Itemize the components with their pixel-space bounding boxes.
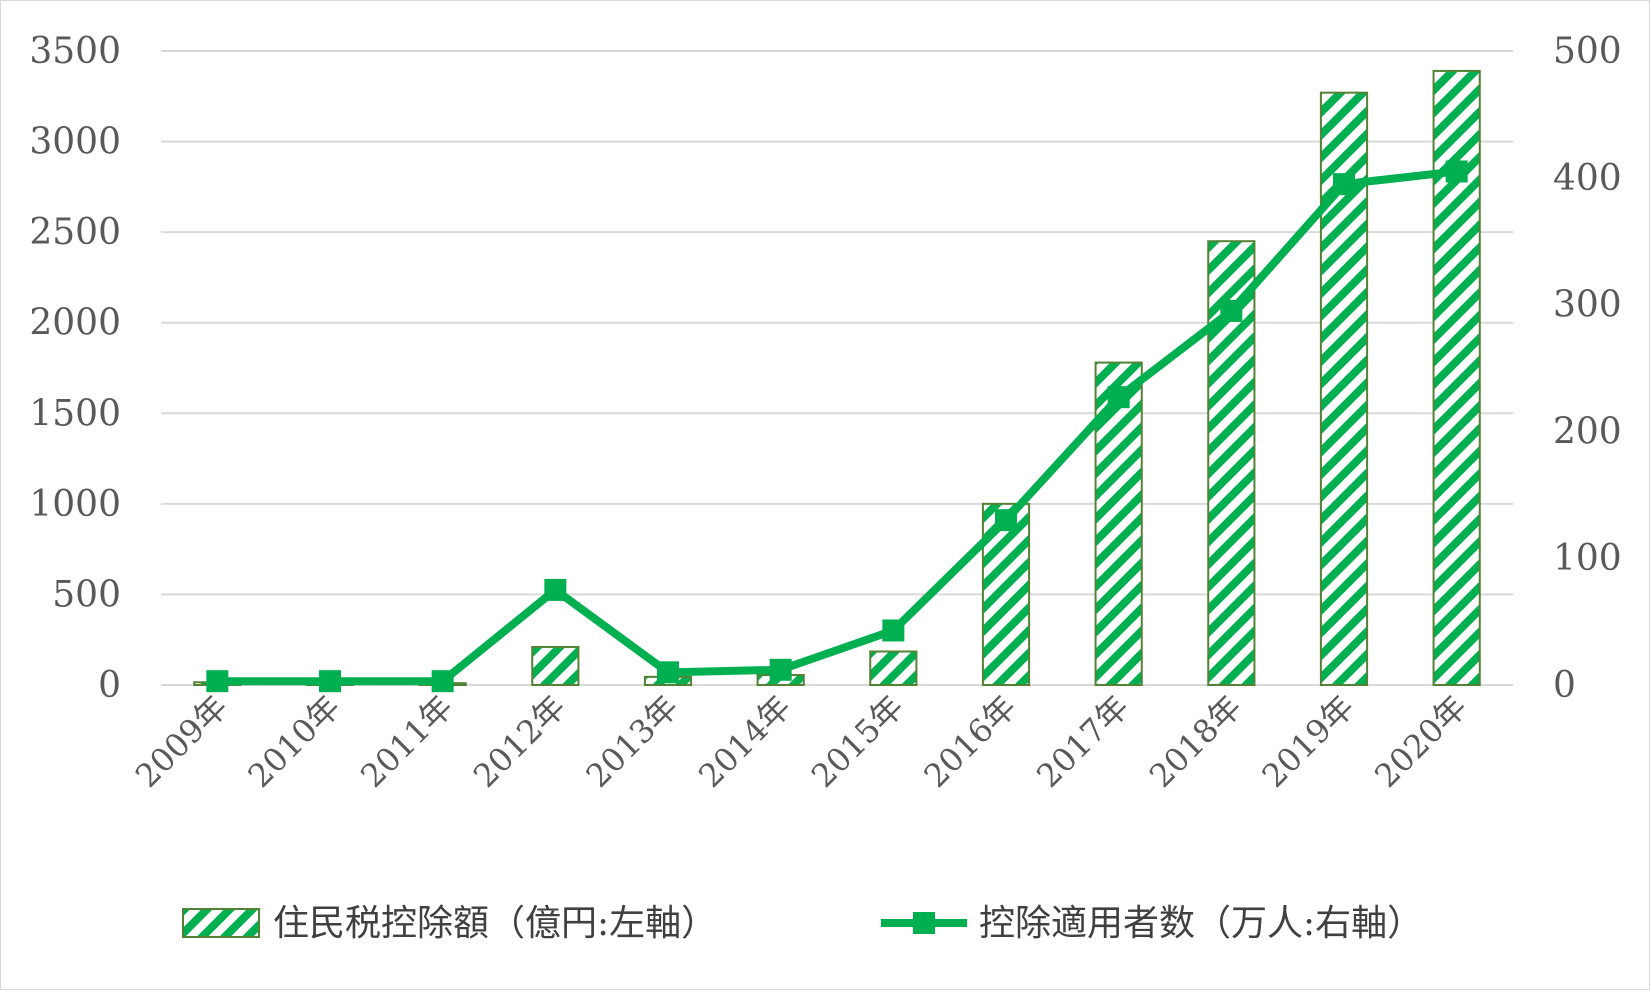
bar — [531, 645, 580, 687]
legend-line-marker — [913, 912, 935, 934]
bar — [869, 650, 918, 687]
x-tick-label: 2019年 — [1255, 688, 1362, 795]
left-tick-label: 2000 — [29, 303, 121, 344]
right-tick-label: 100 — [1553, 538, 1622, 579]
line-point — [769, 658, 792, 681]
legend-item-line: 控除適用者数（万人:右軸） — [881, 903, 1423, 944]
line-point — [431, 670, 454, 693]
legend-item-bar: 住民税控除額（億円:左軸） — [182, 903, 717, 944]
line-point — [995, 509, 1017, 532]
gridlines — [161, 50, 1513, 686]
right-tick-label: 200 — [1553, 411, 1622, 452]
line-point — [206, 670, 229, 693]
line-point — [544, 578, 567, 601]
legend-line-label: 控除適用者数（万人:右軸） — [979, 903, 1423, 944]
left-axis-ticks: 0 500 1000 1500 2000 2500 3000 3500 — [29, 31, 121, 706]
x-tick-label: 2011年 — [353, 688, 460, 795]
left-tick-label: 500 — [52, 574, 121, 615]
line-point — [657, 661, 679, 684]
line-point — [319, 670, 341, 693]
left-tick-label: 3000 — [29, 122, 121, 163]
legend-bar-label: 住民税控除額（億円:左軸） — [273, 903, 717, 944]
left-tick-label: 1500 — [29, 393, 121, 434]
legend: 住民税控除額（億円:左軸） 控除適用者数（万人:右軸） — [182, 903, 1423, 944]
line-point — [882, 619, 905, 642]
line-point — [1445, 160, 1468, 183]
x-tick-label: 2016年 — [917, 688, 1024, 795]
x-tick-label: 2017年 — [1029, 688, 1136, 795]
x-tick-label: 2018年 — [1142, 688, 1249, 795]
legend-bar-swatch — [182, 908, 260, 938]
line-point — [1220, 299, 1243, 322]
x-tick-label: 2013年 — [579, 688, 686, 795]
left-tick-label: 3500 — [29, 31, 121, 72]
bar-series — [193, 69, 1481, 687]
line-point — [1107, 386, 1130, 409]
left-tick-label: 1000 — [29, 484, 121, 525]
series-line — [217, 167, 1458, 686]
right-tick-label: 400 — [1553, 158, 1622, 199]
x-tick-label: 2012年 — [466, 688, 573, 795]
left-tick-label: 2500 — [29, 212, 121, 253]
line-point — [1333, 173, 1355, 196]
left-tick-label: 0 — [98, 665, 121, 706]
x-tick-label: 2020年 — [1367, 688, 1474, 795]
x-tick-label: 2010年 — [241, 688, 348, 795]
right-axis-ticks: 0 100 200 300 400 500 — [1553, 31, 1622, 706]
right-tick-label: 500 — [1553, 31, 1622, 72]
right-tick-label: 0 — [1553, 665, 1576, 706]
line-series — [206, 160, 1468, 693]
x-tick-label: 2014年 — [691, 688, 798, 795]
x-axis-ticks: 2009年 2010年 2011年 2012年 2013年 2014年 2015年 2016年… — [128, 688, 1474, 795]
x-tick-label: 2009年 — [128, 688, 235, 795]
x-tick-label: 2015年 — [804, 688, 911, 795]
right-tick-label: 300 — [1553, 285, 1622, 326]
